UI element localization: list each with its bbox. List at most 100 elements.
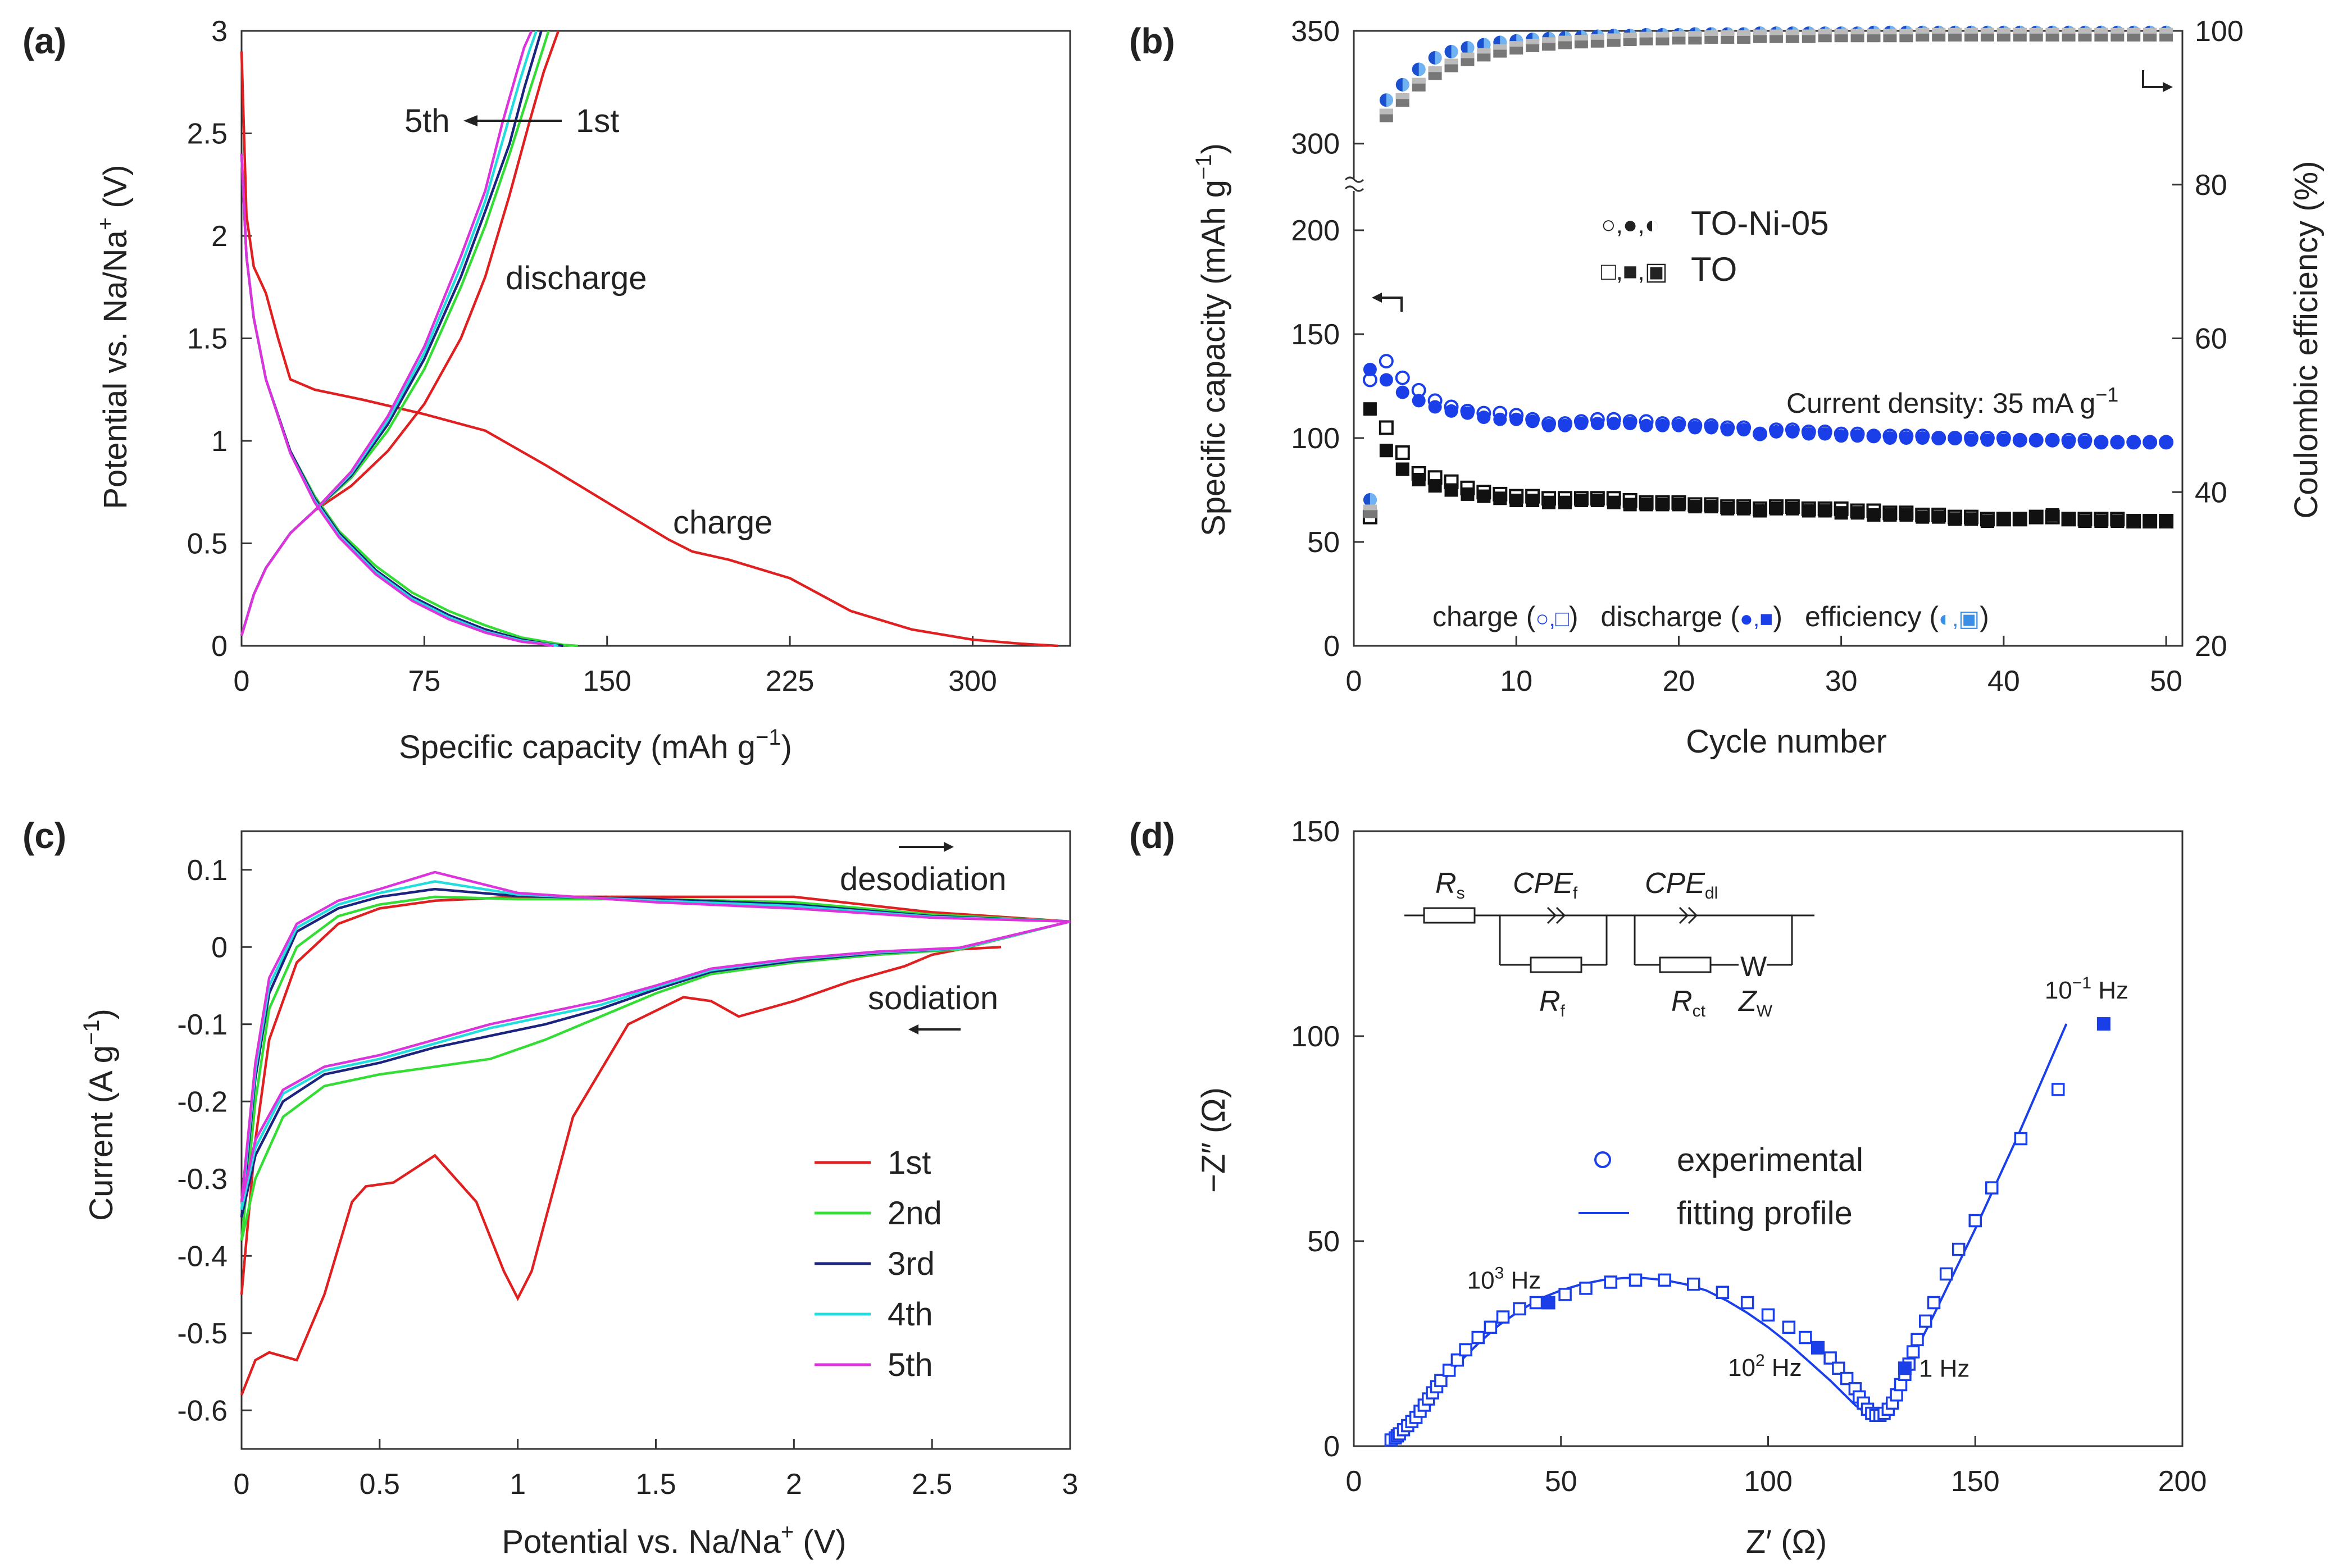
marker-to-ni-05-discharge [2094,435,2108,449]
marker-to-discharge [1477,489,1491,503]
frequency-label: 10−1 Hz [2045,974,2128,1004]
marker-to-discharge [1607,495,1621,509]
marker-to-discharge [1574,494,1588,507]
marker-to-efficiency-half [1493,44,1507,50]
marker-to-ni-05-discharge [1996,433,2011,447]
marker-to-efficiency-half [1395,93,1409,99]
y-tick-label: 0 [211,630,228,663]
marker-to-ni-05-discharge [1558,418,1572,432]
label-zw: ZW [1737,985,1773,1020]
sodiation-arrow-head [908,1024,918,1034]
marker-to-discharge [1721,502,1735,516]
marker-to-efficiency-half [1379,108,1393,115]
marker-to-ni-05-discharge [1655,418,1670,432]
experimental-point [1716,1286,1730,1299]
marker-to-ni-05-discharge [2143,435,2157,449]
right-axis-arrow [2142,70,2168,88]
marker-to-discharge [1850,506,1864,520]
marker-to-discharge [2127,514,2141,528]
equivalent-circuit [1404,906,1814,973]
y2-tick-label: 80 [2195,169,2227,202]
marker-to-efficiency-half [1574,35,1588,41]
marker-to-efficiency-half [1818,29,1832,35]
x-tick-label: 150 [1951,1465,2000,1498]
panel-d-label: (d) [1129,815,1175,856]
marker-to-efficiency-half [1444,58,1458,65]
marker-to-discharge [1688,500,1702,514]
marker-to-discharge [1395,462,1409,476]
x-tick-label: 0 [234,665,250,698]
marker-to-efficiency-half [1834,29,1848,35]
y-tick-label: 0.1 [187,854,228,887]
axis-break-icon [1344,176,1364,192]
marker-to-efficiency-half [1672,31,1686,37]
frequency-labels: 103 Hz 102 Hz 1 Hz 10−1 Hz [1467,974,2128,1382]
panel-c-ticks: 0 0.5 1 1.5 2 2.5 3 -0.6 -0.5 -0.4 -0.3 -0.2 -0.1 0 0.… [177,854,1078,1501]
marker-to-efficiency-half [1639,31,1653,38]
marker-to-ni-05-discharge [1704,421,1718,435]
marker-to-ni-05-discharge [1639,418,1653,432]
marker-to-efficiency-half [1655,31,1670,38]
y2-tick-label: 60 [2195,323,2227,355]
experimental-point [1529,1296,1543,1310]
x-tick-label: 0 [234,1468,250,1501]
x-tick-label: 0.5 [360,1468,400,1501]
marker-to-ni-05-efficiency-half [1402,78,1409,92]
marker-to-ni-05-discharge [1867,429,1881,443]
experimental-point [1906,1345,1920,1359]
marker-to-discharge [1753,504,1767,518]
marker-to-ni-05-discharge [1785,425,1799,439]
cv-oxidation-2nd [240,895,1071,1241]
bottom-legend: charge (○,□) discharge (●,■) efficiency (◐… [1432,601,1989,632]
marker-to-ni-05-charge [1379,354,1394,369]
y2-tick-label: 100 [2195,15,2244,48]
marker-to-ni-05-discharge [1574,417,1588,431]
experimental-point [1832,1361,1845,1375]
panel-a-ticks: 0 75 150 225 300 0 0.5 1 1.5 2 2.5 3 [187,15,997,698]
experimental-point [1911,1333,1924,1346]
y2-tick-label: 20 [2195,630,2227,663]
panel-b-markers [1362,25,2174,528]
marker-to-ni-05-discharge [1623,417,1637,431]
marker-to-discharge [2143,514,2157,528]
marker-to-efficiency-half [2127,28,2141,34]
legend-to-ni-05-label: TO-Ni-05 [1691,204,1829,242]
cpe-f-icon [1546,906,1566,924]
x-tick-label: 0 [1346,665,1362,698]
x-tick-label: 1 [510,1468,526,1501]
marker-to-discharge [1932,510,1946,524]
frequency-marker [1811,1341,1825,1355]
marker-to-ni-05-discharge [1493,412,1507,426]
curve-1st-charge [240,51,1058,648]
panel-a-curves [240,30,1058,648]
y-tick-label: -0.3 [177,1163,228,1196]
experimental-point [1687,1277,1700,1291]
marker-to-ni-05-discharge [2045,433,2059,447]
cv-reduction-3rd [240,920,1071,1218]
experimental-point [1513,1302,1526,1316]
y-tick-label: 1.5 [187,323,228,355]
x-tick-label: 200 [2158,1465,2207,1498]
warburg-w: W [1740,951,1767,982]
experimental-point [1927,1296,1941,1310]
right-axis-arrow-head [2163,82,2173,92]
experimental-point [1459,1343,1472,1357]
panel-b-ticks: 0 10 20 30 40 50 0 50 100 150 200 300 350 20 40 60 80 100 [1291,15,2244,698]
marker-to-ni-05-discharge [1542,418,1556,432]
marker-to-efficiency-half [1461,52,1475,58]
marker-to-efficiency-half [2110,28,2125,34]
marker-to-ni-05-efficiency-half [1467,41,1475,55]
frequency-label: 1 Hz [1919,1355,1969,1382]
experimental-point [1939,1267,1953,1281]
experimental-point [1840,1371,1854,1385]
cv-oxidation-4th [240,880,1071,1210]
panel-d-y-axis-label: −Z″ (Ω) [1195,1087,1232,1193]
experimental-point [2014,1132,2028,1146]
label-sodiation: sodiation [868,980,998,1017]
marker-to-efficiency-half [1802,29,1816,35]
marker-to-efficiency-half [1980,28,1994,34]
marker-to-ni-05-discharge [1721,423,1735,437]
marker-to-efficiency-half [2094,28,2108,34]
panel-d-ticks: 0 50 100 150 200 0 50 100 150 [1291,815,2207,1498]
x-tick-label: 2.5 [912,1468,952,1501]
